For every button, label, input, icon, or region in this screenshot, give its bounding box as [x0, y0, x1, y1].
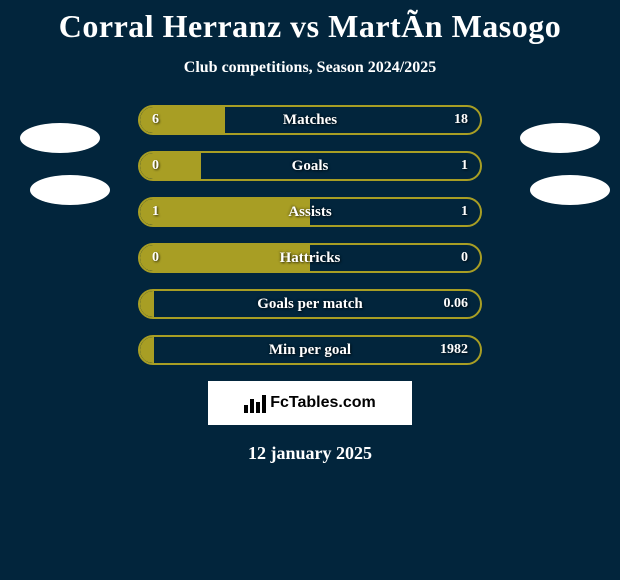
player-right-avatar-1 [520, 123, 600, 153]
stat-bar-goals-per-match: Goals per match0.06 [138, 289, 482, 319]
chart-icon [244, 393, 266, 413]
bar-label: Goals per match [140, 291, 480, 317]
stat-bar-matches: 6Matches18 [138, 105, 482, 135]
bar-value-right: 18 [454, 107, 468, 133]
bar-label: Goals [140, 153, 480, 179]
logo-text: FcTables.com [270, 394, 376, 412]
stat-bar-hattricks: 0Hattricks0 [138, 243, 482, 273]
stat-bar-min-per-goal: Min per goal1982 [138, 335, 482, 365]
subtitle: Club competitions, Season 2024/2025 [0, 59, 620, 77]
bar-value-right: 1 [461, 153, 468, 179]
player-right-avatar-2 [530, 175, 610, 205]
stat-bar-assists: 1Assists1 [138, 197, 482, 227]
bar-value-right: 1 [461, 199, 468, 225]
bar-value-right: 0 [461, 245, 468, 271]
comparison-bars: 6Matches180Goals11Assists10Hattricks0Goa… [138, 105, 482, 365]
date-text: 12 january 2025 [0, 443, 620, 464]
page-title: Corral Herranz vs MartÃ­n Masogo [0, 0, 620, 45]
player-left-avatar-2 [30, 175, 110, 205]
bar-value-right: 1982 [440, 337, 468, 363]
stat-bar-goals: 0Goals1 [138, 151, 482, 181]
bar-label: Assists [140, 199, 480, 225]
bar-label: Matches [140, 107, 480, 133]
bar-label: Min per goal [140, 337, 480, 363]
player-left-avatar-1 [20, 123, 100, 153]
bar-value-right: 0.06 [444, 291, 469, 317]
bar-label: Hattricks [140, 245, 480, 271]
fctables-logo: FcTables.com [208, 381, 412, 425]
